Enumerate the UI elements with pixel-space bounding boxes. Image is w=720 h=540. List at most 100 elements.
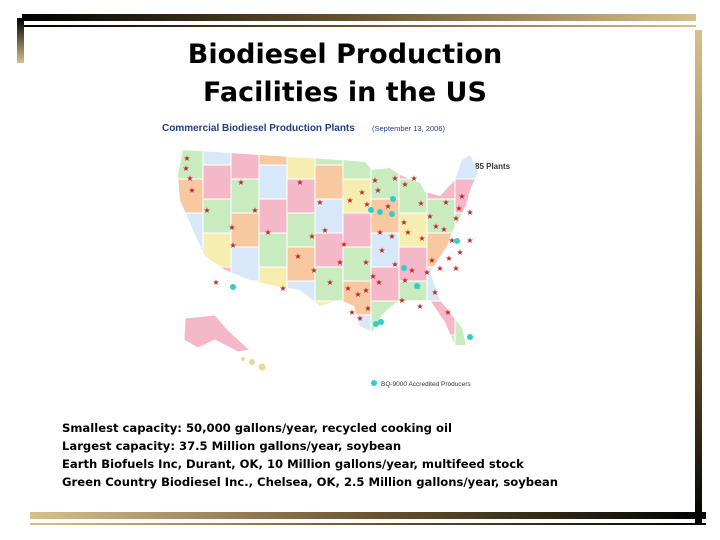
plant-star: ★ [418, 234, 425, 243]
state [286, 314, 316, 345]
plant-star: ★ [408, 266, 415, 275]
hawaii [241, 357, 245, 361]
plant-star: ★ [344, 284, 351, 293]
plant-star: ★ [417, 199, 424, 208]
plant-star: ★ [442, 198, 449, 207]
plant-star: ★ [432, 222, 439, 231]
plant-star: ★ [440, 225, 447, 234]
plant-star: ★ [401, 180, 408, 189]
plant-star: ★ [444, 308, 451, 317]
note-line: Green Country Biodiesel Inc., Chelsea, O… [62, 475, 558, 489]
bq-dot [454, 238, 460, 244]
state [175, 349, 203, 383]
state [178, 212, 204, 248]
state [286, 280, 316, 316]
plant-star: ★ [296, 178, 303, 187]
map: Commercial Biodiesel Production Plants (… [162, 123, 511, 388]
state [370, 334, 400, 345]
plant-star: ★ [466, 236, 473, 245]
plant-star: ★ [466, 208, 473, 217]
state [426, 300, 456, 336]
bq-dot [230, 284, 236, 290]
state [286, 246, 316, 282]
state [286, 150, 316, 180]
state [314, 150, 344, 166]
state [342, 150, 372, 180]
plant-star: ★ [436, 264, 443, 273]
plant-star: ★ [452, 264, 459, 273]
state [370, 300, 400, 336]
plant-star: ★ [371, 176, 378, 185]
bq-dot [390, 196, 396, 202]
states [175, 150, 483, 383]
plant-star: ★ [376, 228, 383, 237]
state [342, 178, 372, 214]
bq-dot [373, 321, 379, 327]
border-bottom [30, 512, 706, 519]
slide-title: Facilities in the US [203, 77, 487, 108]
state [455, 349, 483, 383]
plant-star: ★ [416, 302, 423, 311]
plant-marks: ★★★★★★★★★★★★ ★★★★★★★★★★ ★★★ ★★★★★★★★★★★★★★★… [182, 154, 474, 340]
state [426, 334, 456, 345]
plant-star: ★ [310, 266, 317, 275]
state [314, 164, 344, 200]
plant-star: ★ [336, 258, 343, 267]
border-left [17, 18, 24, 63]
plant-star: ★ [316, 198, 323, 207]
state [370, 232, 400, 268]
state [178, 178, 204, 214]
plant-star: ★ [326, 278, 333, 287]
plant-star: ★ [374, 186, 381, 195]
alaska-hawaii [183, 314, 266, 371]
plant-star: ★ [348, 308, 355, 317]
state [454, 314, 478, 345]
border-top-thin [22, 25, 696, 27]
bq-dot [377, 209, 383, 215]
state [230, 150, 260, 180]
state [202, 150, 232, 166]
note-line: Largest capacity: 37.5 Million gallons/y… [62, 439, 401, 453]
plant-star: ★ [410, 174, 417, 183]
plant-star: ★ [294, 252, 301, 261]
plant-star: ★ [237, 178, 244, 187]
plant-star: ★ [358, 188, 365, 197]
bq-dot [467, 334, 473, 340]
plant-star: ★ [188, 186, 195, 195]
state [398, 314, 428, 345]
state [314, 334, 344, 345]
bq-dot [414, 283, 420, 289]
plant-star: ★ [378, 246, 385, 255]
plant-star: ★ [321, 226, 328, 235]
plant-star: ★ [183, 154, 190, 163]
plant-star: ★ [428, 256, 435, 265]
plant-star: ★ [186, 174, 193, 183]
plant-star: ★ [363, 200, 370, 209]
plant-star: ★ [264, 228, 271, 237]
plant-star: ★ [229, 241, 236, 250]
plant-star: ★ [423, 268, 430, 277]
plant-star: ★ [426, 212, 433, 221]
plant-star: ★ [362, 286, 369, 295]
state [202, 232, 232, 268]
state [314, 300, 344, 336]
map-count: 85 Plants [475, 162, 511, 171]
state [258, 150, 288, 166]
plant-star: ★ [346, 196, 353, 205]
plant-star: ★ [354, 290, 361, 299]
legend-label: BQ-9000 Accredited Producers [381, 381, 471, 388]
bq-dot [389, 211, 395, 217]
bq-dot [368, 207, 374, 213]
plant-star: ★ [375, 278, 382, 287]
state [202, 198, 232, 234]
state [370, 150, 400, 166]
border-bottom-thin [30, 523, 706, 525]
note-line: Earth Biofuels Inc, Durant, OK, 10 Milli… [62, 457, 524, 471]
map-title: Commercial Biodiesel Production Plants [162, 123, 355, 134]
hawaii [258, 363, 266, 371]
state [314, 198, 344, 234]
state [178, 246, 204, 282]
bq-dot [401, 265, 407, 271]
plant-star: ★ [251, 206, 258, 215]
plant-star: ★ [356, 314, 363, 323]
